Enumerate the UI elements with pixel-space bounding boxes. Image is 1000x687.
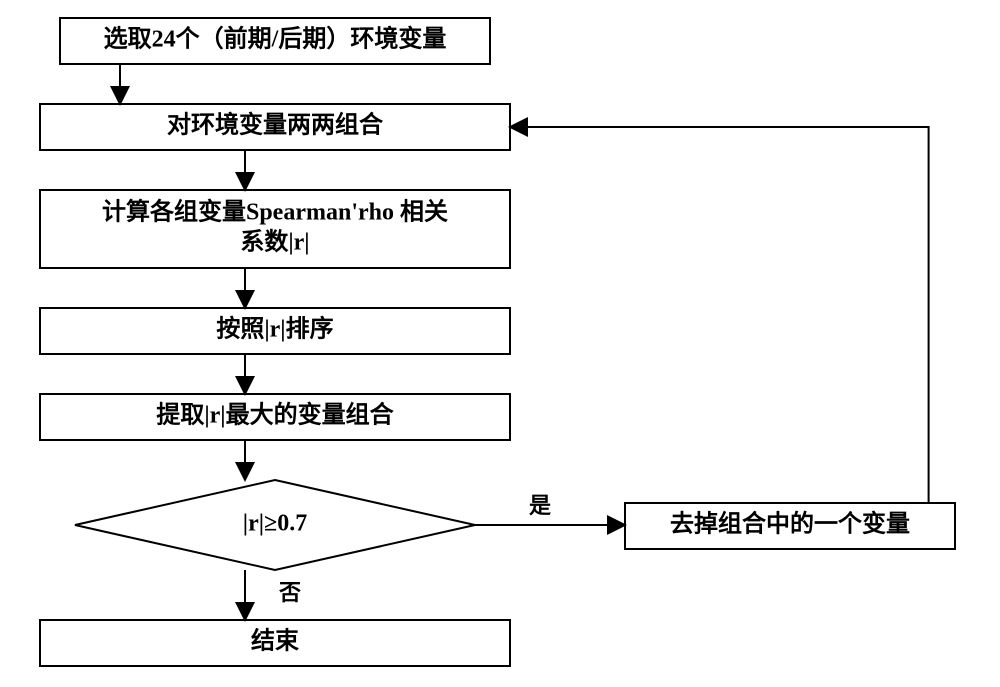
edge-label: 是 (529, 493, 551, 518)
flowchart-node: 选取24个（前期/后期）环境变量 (60, 18, 490, 64)
node-label: 按照|r|排序 (216, 315, 333, 343)
node-label: 选取24个（前期/后期）环境变量 (104, 25, 447, 53)
node-label: 系数|r| (240, 229, 309, 256)
node-label: 提取|r|最大的变量组合 (156, 401, 394, 429)
node-label: 去掉组合中的一个变量 (670, 510, 910, 538)
node-label: 结束 (251, 628, 300, 655)
flowchart-node: 结束 (40, 620, 510, 666)
flowchart-feedback-edge (510, 127, 929, 503)
flowchart-node: 计算各组变量Spearman'rho 相关系数|r| (40, 190, 510, 268)
flowchart-node: 去掉组合中的一个变量 (625, 503, 955, 549)
flowchart-node: |r|≥0.7 (75, 480, 475, 570)
flowchart-canvas: 选取24个（前期/后期）环境变量对环境变量两两组合计算各组变量Spearman'… (0, 0, 1000, 687)
node-label: 计算各组变量Spearman'rho 相关 (102, 198, 448, 226)
node-label: 对环境变量两两组合 (167, 111, 384, 139)
flowchart-node: 对环境变量两两组合 (40, 104, 510, 150)
node-label: |r|≥0.7 (243, 511, 307, 537)
flowchart-node: 提取|r|最大的变量组合 (40, 394, 510, 440)
flowchart-node: 按照|r|排序 (40, 308, 510, 354)
edge-label: 否 (278, 580, 301, 605)
